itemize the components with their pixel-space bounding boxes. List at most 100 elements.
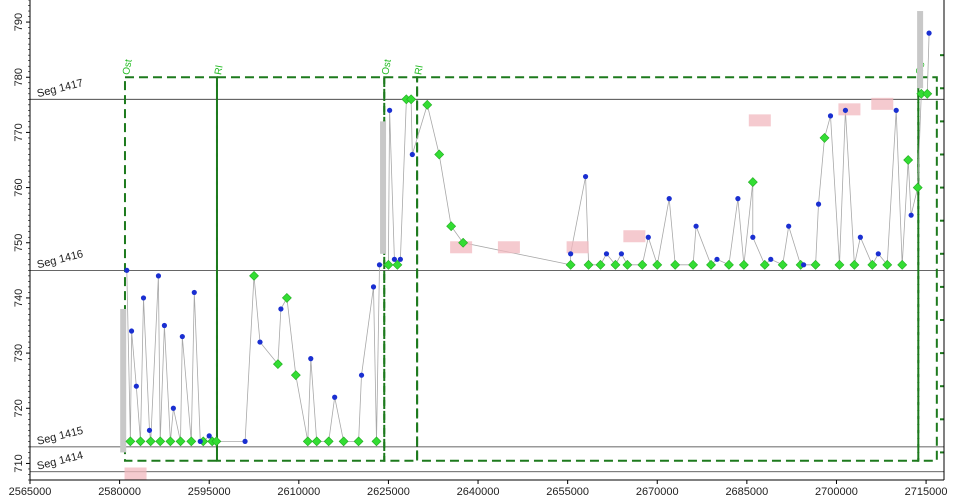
circle-point [133,383,139,389]
tick-labels: 2565000 2580000 2595000 2610000 2625000 26400… [9,13,948,498]
diamond-point [302,436,313,447]
connector-lines [126,33,930,442]
diamond-point [882,259,893,270]
circle-point [815,201,822,207]
diamond-point [670,259,681,270]
diamond-point [652,259,663,270]
x-tick-label: 2625000 [367,486,410,498]
circle-point [603,251,610,257]
box-label: Rl [213,65,225,76]
circle-point [278,306,284,312]
y-tick-label: 770 [13,123,25,141]
x-tick-label: 2565000 [9,486,52,498]
diamond-point [422,99,433,110]
y-tick-label: 740 [13,289,25,307]
data-marks [120,11,933,480]
diamond-point [155,436,166,447]
box-label: Ost [121,58,135,75]
circle-point [391,256,398,262]
gray-stack-bar [380,121,387,254]
diamond-point [610,259,621,270]
diamond-point [565,259,576,270]
connector-path [126,33,930,442]
circle-point [750,234,756,240]
circle-point [155,273,162,279]
y-tick-label: 730 [13,344,25,362]
diamond-point [922,88,933,99]
circle-point [387,107,393,113]
circle-point [568,251,574,257]
diamond-point [867,259,878,270]
group-boxes: OstRlOstRlOs [121,54,944,462]
diamond-point [897,259,908,270]
circle-point [124,267,130,273]
circle-point [128,328,135,334]
diamond-point [724,259,734,270]
x-tick-label: 2640000 [457,486,500,498]
diamond-point [834,259,845,270]
x-tick-label: 2580000 [98,486,141,498]
circle-point [161,322,168,329]
diamond-point [706,259,716,270]
diamond-point [211,436,222,447]
x-tick-label: 2655000 [546,486,589,498]
diamond-point [175,436,186,447]
gray-stack-bar [120,308,127,453]
circle-point [170,405,176,411]
diamond-point [849,259,860,270]
circle-point [146,427,153,433]
text-marker-block [124,467,147,480]
circle-point [242,438,248,444]
circle-point [893,107,899,113]
circle-point [140,295,147,301]
circle-point [645,234,651,240]
box-label: Ost [380,58,394,75]
circle-point [197,438,203,444]
y-tick-label: 750 [13,234,25,252]
diamond-point [688,259,699,270]
text-marker-block [838,103,861,116]
circle-point [397,256,403,262]
text-marker-block [566,241,589,254]
group-box [416,76,920,462]
diamond-point [637,259,648,270]
circle-point [786,223,792,229]
circle-point [257,339,263,345]
text-marker-block [450,241,473,254]
diamond-point [186,436,197,447]
circle-point [376,262,383,268]
diamond-point [747,177,758,187]
x-tick-label: 2610000 [277,486,320,498]
diamond-point [458,237,469,248]
circle-point [206,433,212,439]
circle-point [191,289,197,296]
y-tick-label: 710 [13,454,25,472]
circle-point [768,256,774,262]
diamond-point [311,436,322,447]
diamond-point [249,270,259,281]
x-tick-label: 2715000 [905,486,948,498]
diamond-point [406,94,417,105]
axes [29,0,945,481]
x-tick-label: 2595000 [188,486,231,498]
circle-point [618,251,625,257]
group-box [383,76,419,462]
diamond-point [738,259,749,270]
diamond-point [338,436,349,447]
diamond-point [125,436,136,447]
diamond-point [392,259,403,270]
y-tick-label: 780 [13,68,25,86]
circle-point [714,256,720,262]
circle-point [735,196,741,202]
diamond-point [353,436,364,447]
x-tick-label: 2700000 [815,486,858,498]
diamond-point [759,259,770,270]
circle-point [582,173,589,180]
diamond-point [383,259,394,270]
diamond-point [810,259,821,270]
diamond-point [912,182,923,193]
circle-point [801,262,807,268]
circle-point [827,113,834,119]
circle-point [926,30,932,36]
